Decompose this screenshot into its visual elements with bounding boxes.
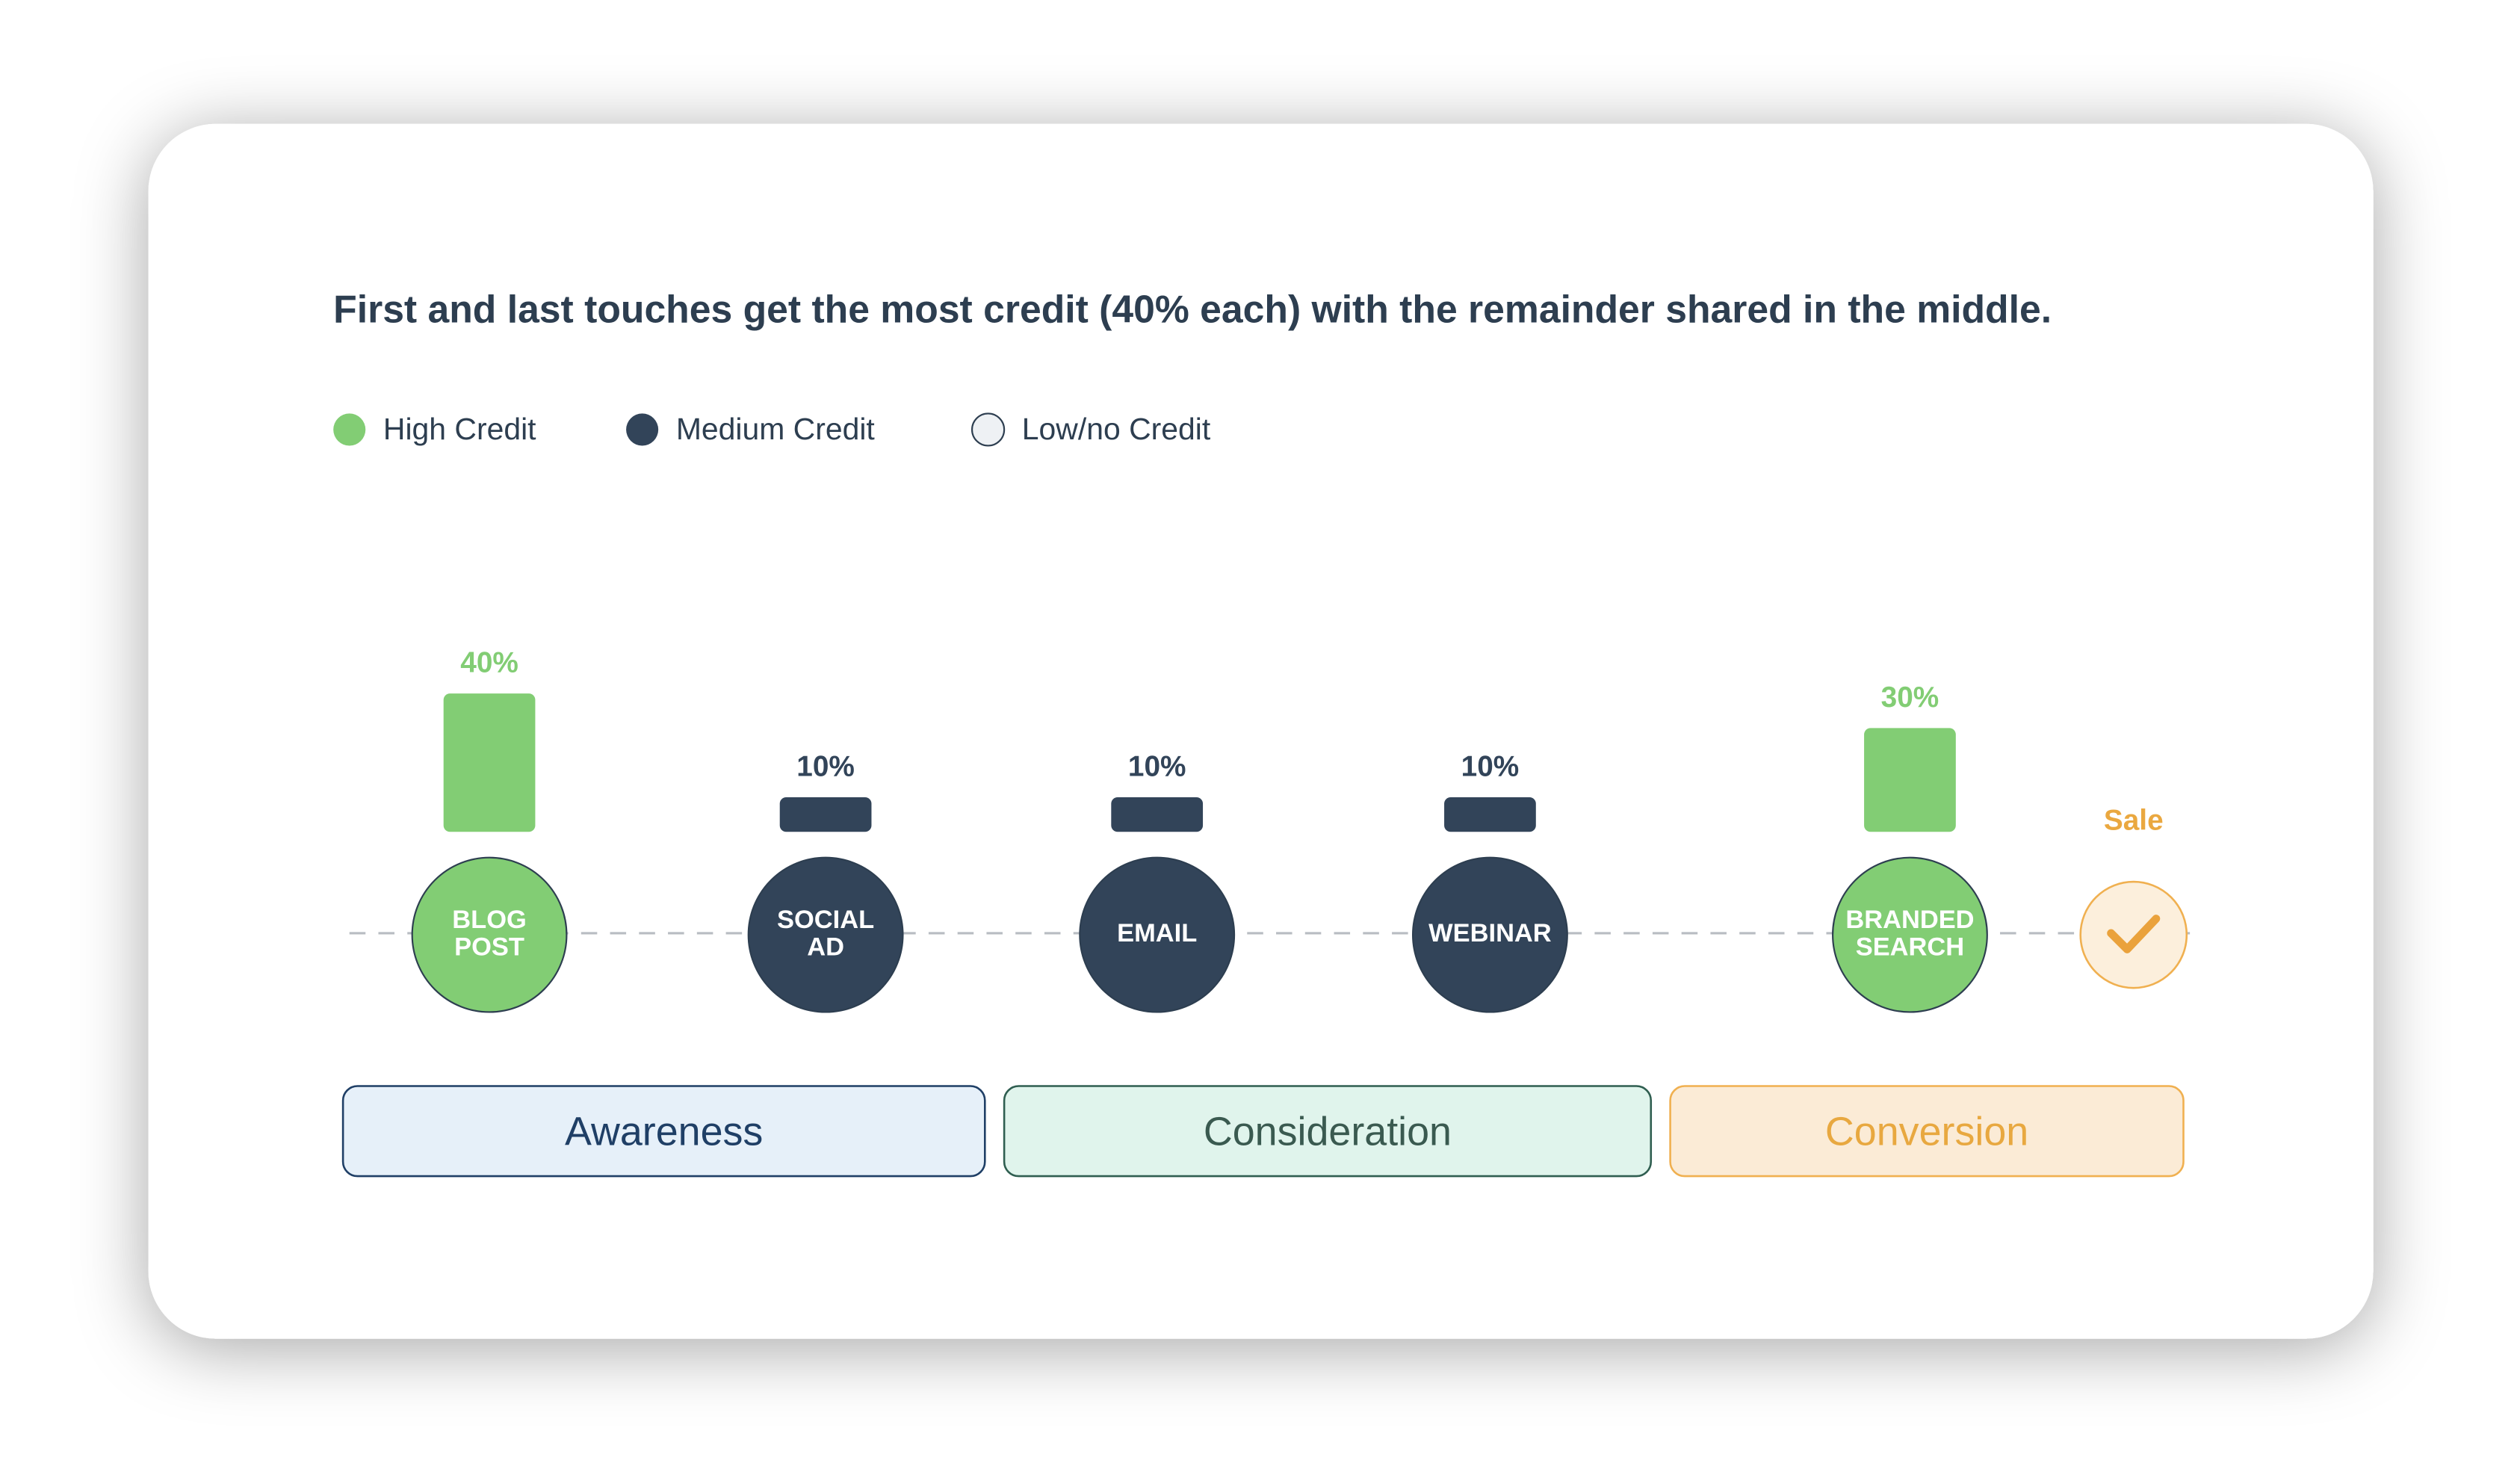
stage-label: Awareness	[565, 1109, 763, 1154]
bar	[779, 797, 872, 832]
value-label: 40%	[460, 647, 518, 679]
touchpoint-label: BRANDED SEARCH	[1845, 906, 1974, 962]
value-label: 30%	[1881, 681, 1939, 714]
bar	[1864, 728, 1956, 832]
card	[148, 123, 2374, 1339]
legend-swatch	[333, 413, 366, 446]
touchpoint-label: SOCIAL AD	[777, 906, 874, 962]
legend-label: High Credit	[383, 412, 536, 446]
sale-label: Sale	[2104, 805, 2164, 837]
touchpoint	[1079, 856, 1236, 1013]
touchpoint-label: EMAIL	[1117, 919, 1197, 947]
value-label: 10%	[1128, 750, 1186, 782]
check-icon	[2107, 915, 2161, 953]
touchpoint	[747, 856, 904, 1013]
touchpoint	[1832, 856, 1988, 1013]
touchpoint	[1411, 856, 1568, 1013]
bar	[443, 693, 536, 832]
bar	[1111, 797, 1204, 832]
stage-box	[1669, 1085, 2185, 1178]
value-label: 10%	[1461, 750, 1520, 782]
stage-label: Conversion	[1825, 1109, 2028, 1154]
legend-swatch	[626, 413, 659, 446]
legend-label: Low/no Credit	[1022, 412, 1211, 446]
legend-label: Medium Credit	[676, 412, 876, 446]
value-label: 10%	[796, 750, 855, 782]
bar	[1444, 797, 1536, 832]
stage-label: Consideration	[1204, 1109, 1452, 1154]
touchpoint-label: BLOG POST	[452, 906, 526, 962]
touchpoint	[411, 856, 568, 1013]
touchpoint-label: WEBINAR	[1428, 919, 1552, 947]
stage-box	[341, 1085, 986, 1178]
chart-title: First and last touches get the most cred…	[333, 287, 2052, 330]
legend-swatch	[970, 412, 1006, 447]
sale-marker	[2079, 880, 2188, 989]
stage-box	[1003, 1085, 1653, 1178]
